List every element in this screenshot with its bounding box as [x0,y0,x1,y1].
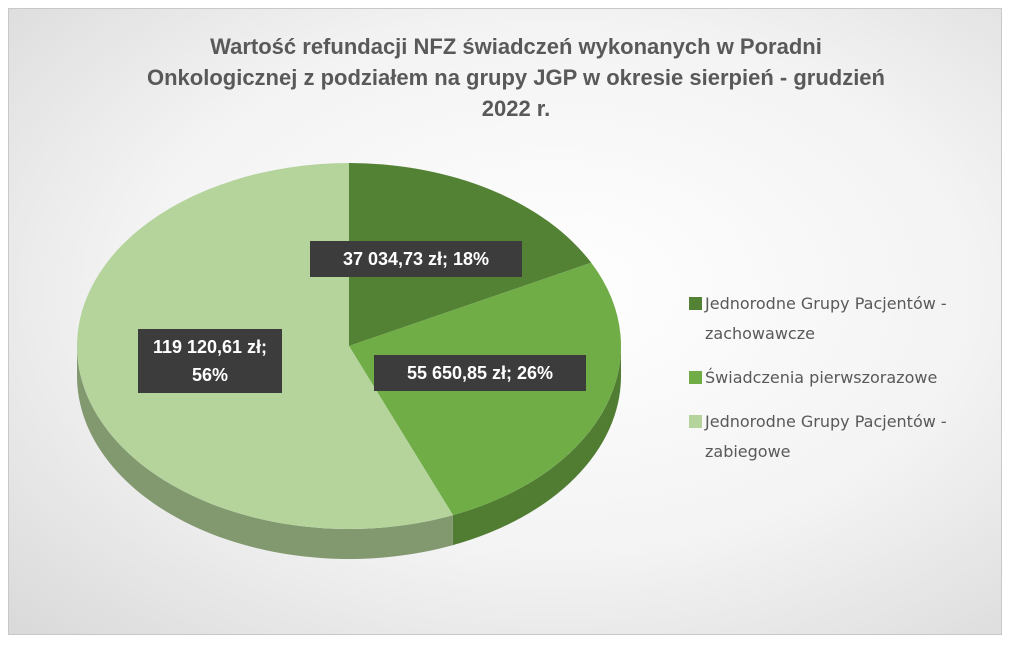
legend-swatch [689,371,702,384]
data-label: 119 120,61 zł; 56% [138,329,282,393]
legend-item: Jednorodne Grupy Pacjentów - zabiegowe [689,407,1001,467]
legend-label: Jednorodne Grupy Pacjentów - zachowawcze [705,294,947,343]
data-label: 37 034,73 zł; 18% [310,241,522,277]
chart: Wartość refundacji NFZ świadczeń wykonan… [8,8,1002,635]
legend: Jednorodne Grupy Pacjentów - zachowawcze… [689,289,1001,481]
legend-item: Świadczenia pierwszorazowe [689,363,1001,393]
slice-side [77,346,453,559]
data-label: 55 650,85 zł; 26% [374,355,586,391]
legend-swatch [689,415,702,428]
legend-item: Jednorodne Grupy Pacjentów - zachowawcze [689,289,1001,349]
legend-label: Świadczenia pierwszorazowe [705,368,938,387]
legend-label: Jednorodne Grupy Pacjentów - zabiegowe [705,412,947,461]
slice-side [452,346,621,546]
chart-title: Wartość refundacji NFZ świadczeń wykonan… [147,34,885,121]
legend-swatch [689,297,702,310]
